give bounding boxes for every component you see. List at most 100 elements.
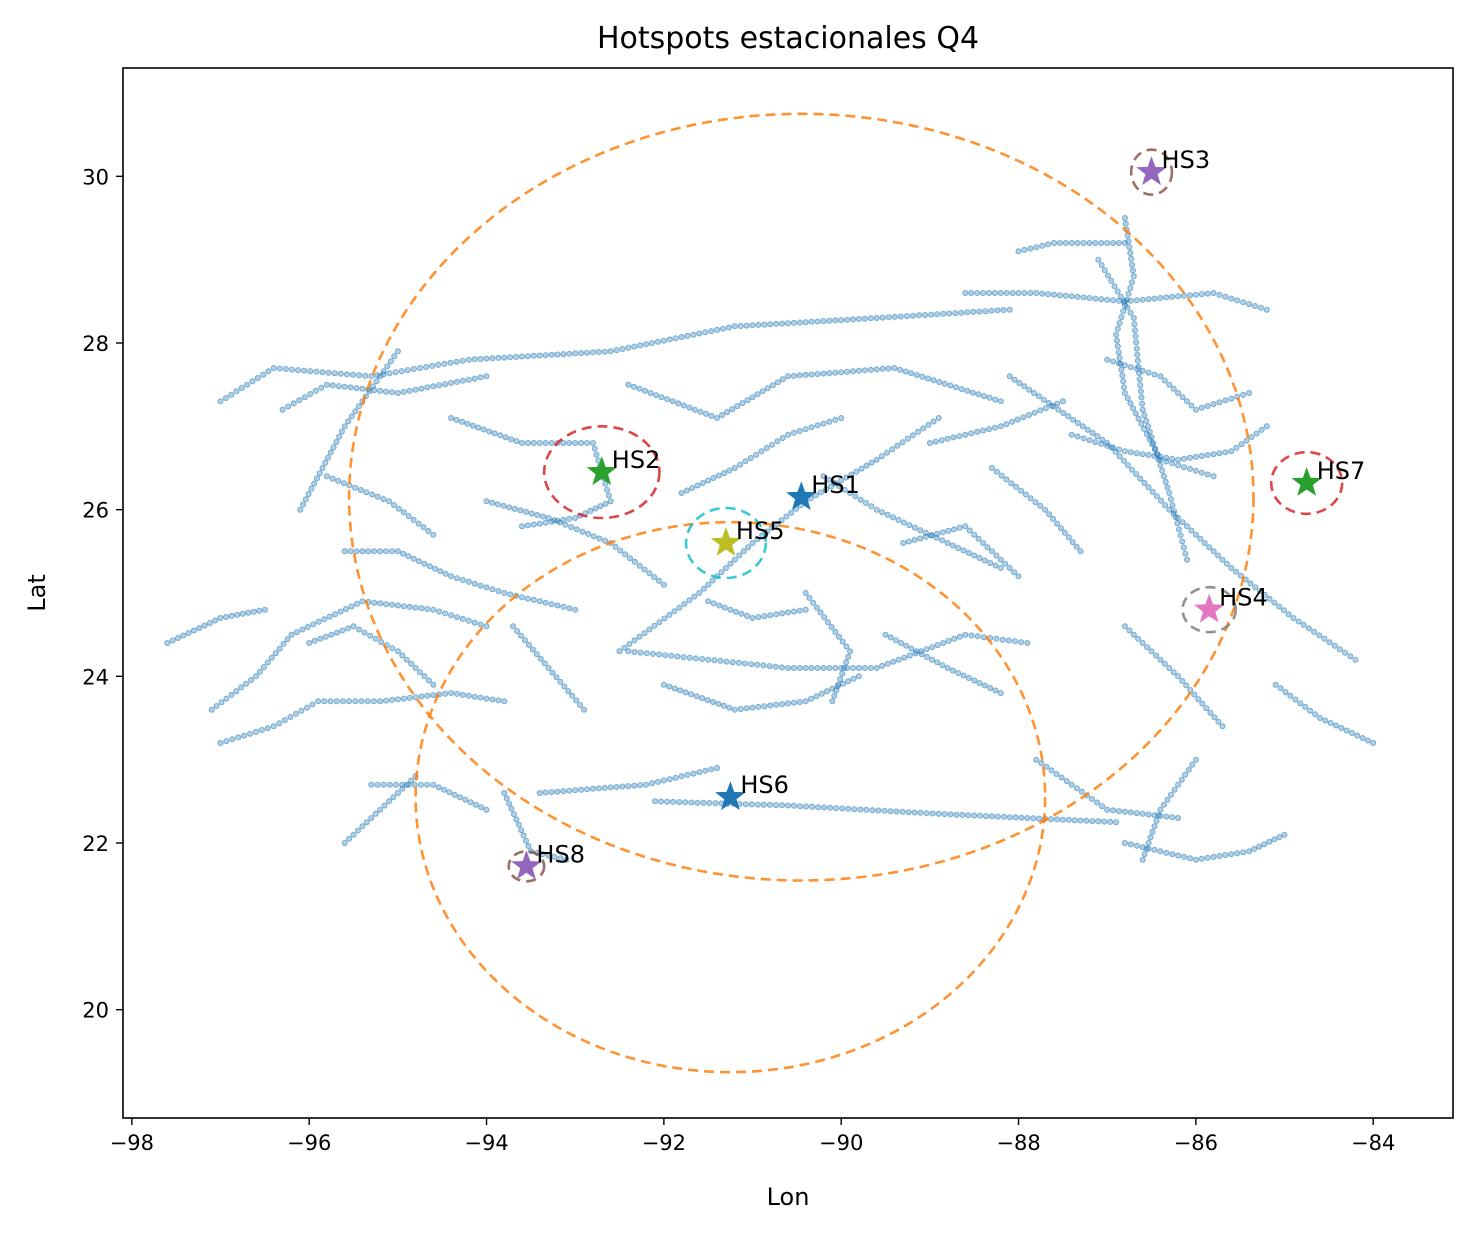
track-point — [705, 581, 712, 588]
track-point — [892, 637, 899, 644]
track-point — [545, 515, 552, 522]
track-point — [1110, 358, 1117, 365]
track-point — [1149, 441, 1156, 448]
track-point — [212, 617, 219, 624]
track-point — [424, 384, 431, 391]
track-point — [714, 414, 721, 421]
track-point — [715, 472, 722, 479]
track-point — [1157, 848, 1164, 855]
track-point — [1204, 854, 1211, 861]
track-point — [796, 372, 803, 379]
track-point — [845, 678, 852, 685]
track-10 — [1006, 373, 1359, 663]
track-point — [747, 454, 754, 461]
track-point — [475, 424, 482, 431]
track-point — [1130, 631, 1137, 638]
track-point — [518, 827, 525, 834]
track-point — [605, 492, 612, 499]
track-point — [726, 467, 733, 474]
track-point — [1327, 720, 1334, 727]
track-point — [1110, 444, 1117, 451]
track-point — [930, 377, 937, 384]
track-point — [522, 637, 529, 644]
track-point — [370, 698, 377, 705]
track-point — [681, 600, 688, 607]
track-point — [1054, 520, 1061, 527]
track-point — [952, 310, 959, 317]
track-point — [520, 832, 527, 839]
track-point — [783, 513, 790, 520]
track-point — [1048, 767, 1055, 774]
track-point — [1163, 849, 1170, 856]
track-point — [981, 393, 988, 400]
track-point — [539, 851, 546, 858]
track-point — [569, 692, 576, 699]
track-point — [737, 322, 744, 329]
track-point — [495, 354, 502, 361]
track-point — [938, 437, 945, 444]
track-point — [1167, 496, 1174, 503]
track-point — [554, 351, 561, 358]
track-point — [560, 788, 567, 795]
track-point — [976, 308, 983, 315]
track-point — [1192, 756, 1199, 763]
track-point — [983, 813, 990, 820]
track-point — [1105, 272, 1112, 279]
track-point — [1129, 267, 1136, 274]
x-tick-label: −90 — [819, 1131, 863, 1155]
track-point — [1175, 781, 1182, 788]
track-point — [270, 723, 277, 730]
track-point — [241, 732, 248, 739]
track-point — [1133, 297, 1140, 304]
track-point — [703, 410, 710, 417]
track-point — [343, 371, 350, 378]
track-point — [584, 349, 591, 356]
track-point — [1074, 433, 1081, 440]
track-point — [879, 365, 886, 372]
track-point — [1027, 289, 1034, 296]
track-point — [939, 662, 946, 669]
track-point — [549, 669, 556, 676]
track-point — [346, 698, 353, 705]
track-point — [399, 781, 406, 788]
track-point — [489, 355, 496, 362]
track-point — [1145, 840, 1152, 847]
track-point — [823, 486, 830, 493]
track-point — [951, 526, 958, 533]
track-point — [959, 811, 966, 818]
track-point — [962, 431, 969, 438]
track-point — [592, 505, 599, 512]
track-point — [1228, 295, 1235, 302]
track-point — [885, 314, 892, 321]
track-point — [897, 313, 904, 320]
track-point — [421, 560, 428, 567]
track-point — [1281, 831, 1288, 838]
track-point — [879, 314, 886, 321]
track-point — [1003, 421, 1010, 428]
track-point — [541, 660, 548, 667]
track-point — [850, 675, 857, 682]
track-point — [1261, 591, 1268, 598]
track-point — [348, 603, 355, 610]
track-point — [911, 809, 918, 816]
track-point — [838, 477, 845, 484]
track-point — [1121, 302, 1128, 309]
track-point — [1110, 807, 1117, 814]
track-point — [929, 644, 936, 651]
track-point — [699, 479, 706, 486]
track-point — [164, 640, 171, 647]
track-point — [513, 353, 520, 360]
track-point — [400, 550, 407, 557]
track-point — [922, 311, 929, 318]
track-point — [384, 363, 391, 370]
track-point — [1192, 467, 1199, 474]
track-point — [1348, 730, 1355, 737]
track-point — [697, 408, 704, 415]
track-23 — [882, 631, 1004, 697]
track-point — [956, 524, 963, 531]
track-point — [890, 514, 897, 521]
track-point — [416, 558, 423, 565]
track-point — [1013, 483, 1020, 490]
track-point — [1216, 450, 1223, 457]
track-point — [1031, 389, 1038, 396]
